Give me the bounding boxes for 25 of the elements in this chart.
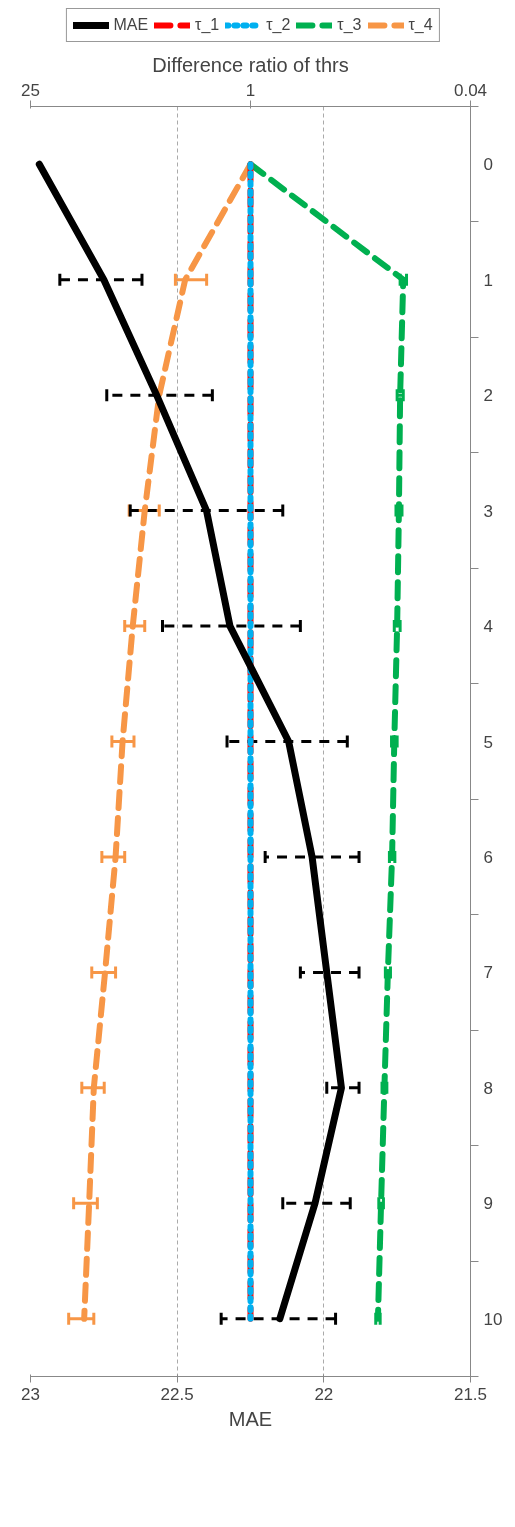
legend-label: τ_3: [337, 16, 362, 34]
x-tick-label: 22.5: [160, 1384, 194, 1404]
x2-tick-label: 1: [245, 80, 256, 100]
x-tick-label: 22: [314, 1384, 334, 1404]
y-tick-label: 10: [483, 1309, 503, 1329]
legend-label: τ_1: [195, 16, 220, 34]
y-tick-label: 1: [483, 270, 493, 290]
y-tick-label: 6: [483, 847, 493, 867]
legend-label: MAE: [113, 16, 149, 34]
y-tick-label: 8: [483, 1078, 493, 1098]
x-tick-label: 23: [21, 1384, 40, 1404]
x-axis-title: MAE: [228, 1407, 273, 1430]
y-tick-label: 3: [483, 501, 493, 521]
y-tick-label: 9: [483, 1194, 493, 1214]
y-tick-label: 5: [483, 732, 493, 752]
y-tick-label: 2: [483, 386, 493, 406]
x2-axis-title: Difference ratio of thrs: [152, 53, 349, 76]
y-tick-label: 7: [483, 963, 493, 983]
x2-tick-label: 25: [21, 80, 40, 100]
y-tick-label: 4: [483, 617, 493, 637]
x2-tick-label: 0.04: [453, 80, 488, 100]
x-tick-label: 21.5: [453, 1384, 488, 1404]
y-tick-label: 0: [483, 155, 493, 175]
legend-label: τ_4: [408, 16, 433, 34]
legend-label: τ_2: [266, 16, 291, 34]
